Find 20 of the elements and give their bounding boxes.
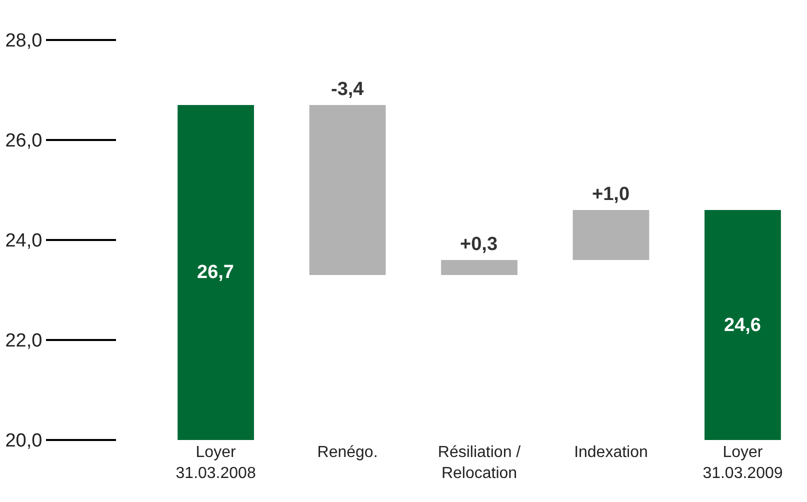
bar bbox=[178, 105, 254, 440]
bar bbox=[441, 260, 518, 275]
data-label: +1,0 bbox=[592, 184, 630, 205]
y-tick-label: 24,0 bbox=[5, 230, 42, 252]
x-tick-label: Loyer 31.03.2009 bbox=[702, 444, 783, 482]
bar bbox=[309, 105, 386, 275]
x-tick-label: Renégo. bbox=[317, 444, 378, 461]
y-tick-label: 26,0 bbox=[5, 130, 42, 152]
bar bbox=[572, 210, 650, 260]
y-tick-label: 22,0 bbox=[5, 330, 42, 352]
y-tick-label: 20,0 bbox=[5, 430, 42, 452]
x-tick-label: Loyer 31.03.2008 bbox=[176, 444, 256, 482]
data-label: +0,3 bbox=[460, 234, 498, 255]
data-label: 24,6 bbox=[724, 315, 761, 336]
x-tick-label: Résiliation / Relocation bbox=[438, 444, 522, 482]
y-tick-label: 28,0 bbox=[5, 30, 42, 52]
data-label: -3,4 bbox=[331, 79, 364, 100]
bar bbox=[704, 210, 781, 440]
x-tick-label: Indexation bbox=[574, 444, 648, 461]
data-label: 26,7 bbox=[197, 262, 234, 283]
